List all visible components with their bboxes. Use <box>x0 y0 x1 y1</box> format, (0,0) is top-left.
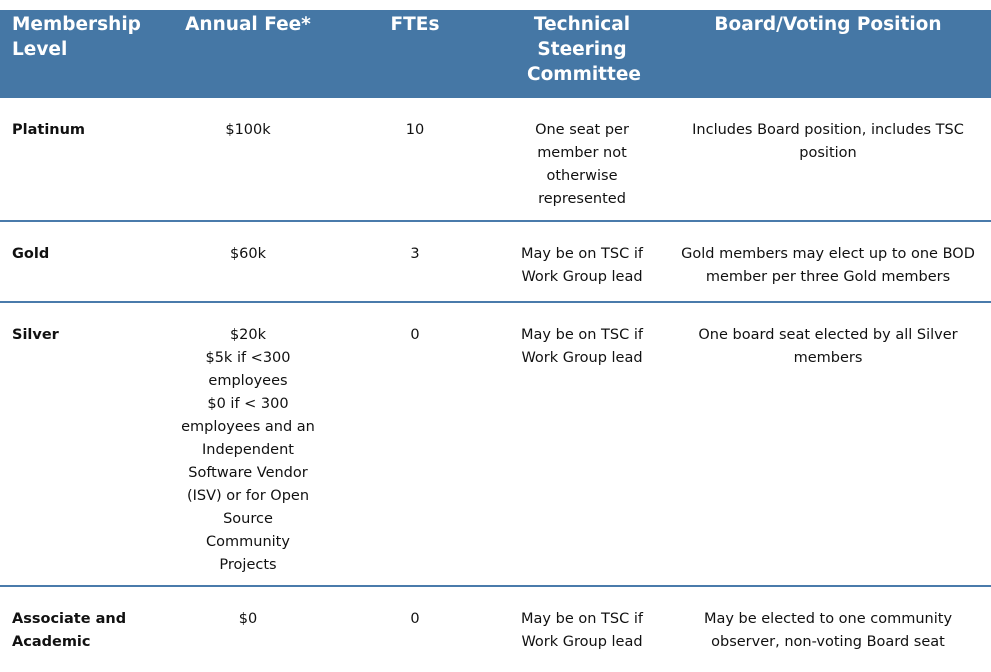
header-membership-level: Membership Level <box>12 14 141 60</box>
table-row-silver: Silver $20k $5k if <300 employees $0 if … <box>0 303 991 587</box>
cell-tsc: One seat per member not otherwise repres… <box>535 122 629 207</box>
cell-fee: $60k <box>165 243 331 301</box>
fee-line: Community <box>206 534 290 550</box>
cell-tsc: May be on TSC if Work Group lead <box>521 611 643 650</box>
fee-line: Software Vendor <box>188 465 308 481</box>
fee-line: Projects <box>219 557 277 573</box>
cell-ftes: 0 <box>410 327 420 343</box>
header-tsc: Technical Steering Committee <box>527 14 641 85</box>
cell-fee: $0 <box>165 608 331 672</box>
header-board-voting: Board/Voting Position <box>714 14 942 35</box>
cell-level: Silver <box>12 327 59 343</box>
fee-line: Source <box>223 511 273 527</box>
cell-level: Gold <box>12 246 50 262</box>
cell-level: Associate and Academic <box>12 611 127 650</box>
cell-fee: $100k <box>165 119 331 220</box>
board-text: May be elected to one community observer… <box>703 611 953 650</box>
cell-board: Gold members may elect up to one BOD mem… <box>665 243 991 301</box>
membership-table: Membership Level Annual Fee* FTEs Techni… <box>0 10 991 672</box>
cell-board: One board seat elected by all Silver mem… <box>665 324 991 585</box>
cell-board: May be elected to one community observer… <box>665 608 991 672</box>
fee-line: $20k <box>229 327 267 343</box>
fee-line: $60k <box>229 246 267 262</box>
table-row-associate: Associate and Academic $0 0 May be on TS… <box>0 587 991 672</box>
cell-ftes: 3 <box>410 246 420 262</box>
cell-ftes: 0 <box>410 611 420 627</box>
cell-ftes: 10 <box>405 122 425 138</box>
fee-line: (ISV) or for Open <box>186 488 310 504</box>
fee-line: $0 <box>238 611 258 627</box>
fee-line: $0 if < 300 <box>207 396 289 412</box>
fee-line: employees <box>208 373 288 389</box>
cell-level: Platinum <box>12 122 86 138</box>
cell-tsc: May be on TSC if Work Group lead <box>521 327 643 366</box>
table-header: Membership Level Annual Fee* FTEs Techni… <box>0 10 991 98</box>
cell-board: Includes Board position, includes TSC po… <box>665 119 991 220</box>
table-row-platinum: Platinum $100k 10 One seat per member no… <box>0 98 991 222</box>
cell-tsc: May be on TSC if Work Group lead <box>521 246 643 285</box>
fee-line: Independent <box>202 442 294 458</box>
cell-fee: $20k $5k if <300 employees $0 if < 300 e… <box>165 324 331 585</box>
fee-line: employees and an <box>181 419 315 435</box>
fee-line: $5k if <300 <box>205 350 291 366</box>
fee-line: $100k <box>225 122 271 138</box>
header-annual-fee: Annual Fee* <box>185 14 311 35</box>
board-text: One board seat elected by all Silver mem… <box>698 327 958 366</box>
board-text: Gold members may elect up to one BOD mem… <box>681 246 975 285</box>
board-text: Includes Board position, includes TSC po… <box>692 122 964 161</box>
table-row-gold: Gold $60k 3 May be on TSC if Work Group … <box>0 222 991 303</box>
header-ftes: FTEs <box>390 14 440 35</box>
